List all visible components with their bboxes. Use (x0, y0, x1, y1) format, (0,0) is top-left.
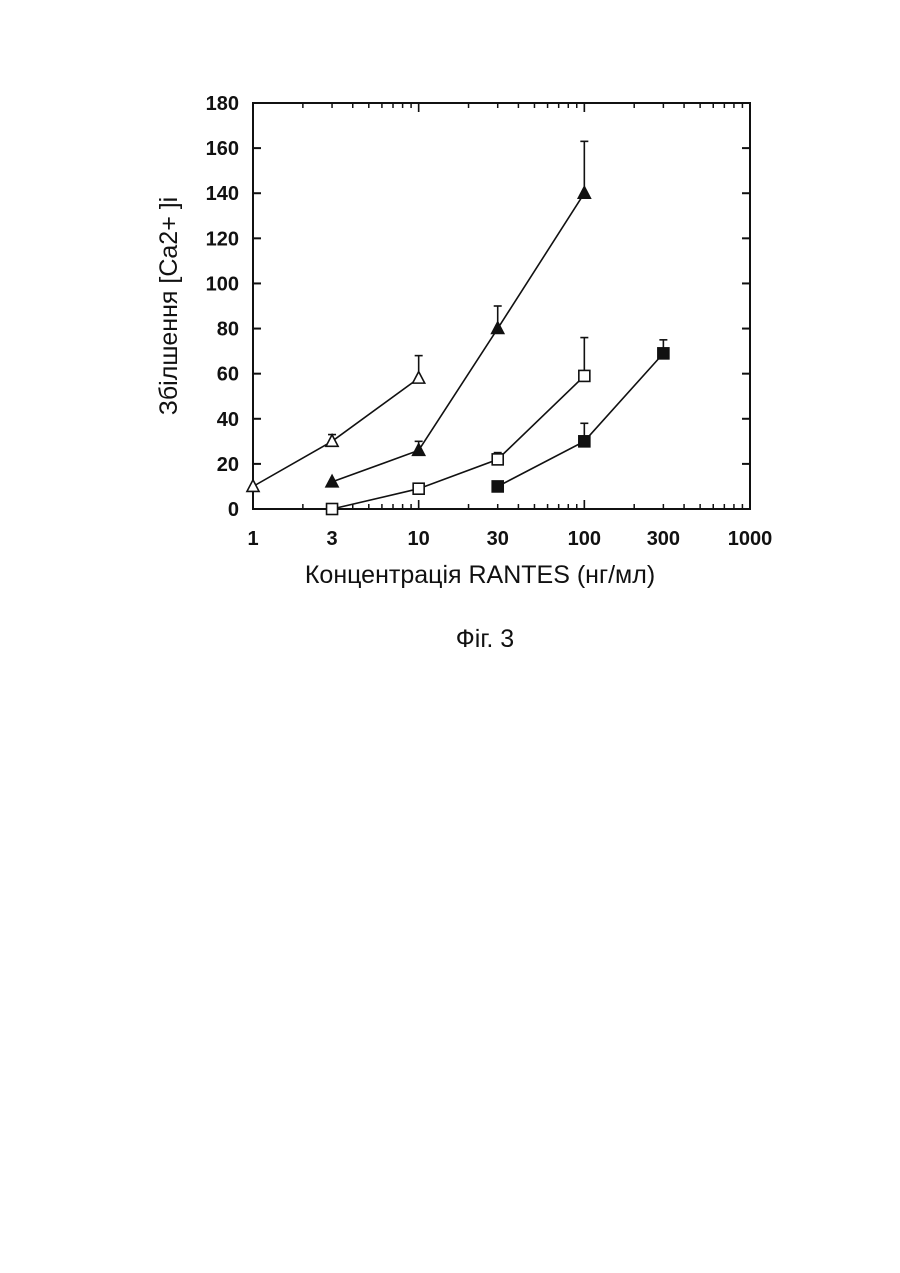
x-axis-title: Концентрація RANTES (нг/мл) (305, 561, 655, 589)
y-axis-title: Збілшення [Ca2+ ]i (155, 197, 183, 415)
x-tick-label: 10 (408, 528, 430, 550)
x-tick-label: 3 (326, 528, 337, 550)
y-tick-label: 20 (217, 454, 239, 476)
data-point (492, 481, 503, 492)
data-point (413, 483, 424, 494)
series-line (332, 193, 584, 482)
series-line (253, 378, 419, 486)
x-axis: 1 3 10 30 100 300 1000 (247, 103, 772, 550)
y-tick-label: 40 (217, 409, 239, 431)
y-tick-label: 0 (228, 499, 239, 521)
x-tick-label: 30 (487, 528, 509, 550)
x-tick-label: 1 (247, 528, 258, 550)
x-tick-label: 100 (568, 528, 601, 550)
y-tick-label: 120 (206, 228, 239, 250)
data-point (578, 187, 590, 199)
y-tick-label: 160 (206, 138, 239, 160)
data-point (326, 435, 338, 447)
y-tick-label: 80 (217, 319, 239, 341)
series-4 (492, 340, 669, 492)
data-point (492, 322, 504, 334)
series-1 (247, 356, 425, 492)
series-3 (327, 338, 590, 515)
chart: 0 20 40 60 80 100 120 140 160 180 1 3 10 30 100 300 100… (0, 0, 900, 700)
data-point (327, 504, 338, 515)
y-tick-label: 60 (217, 364, 239, 386)
figure-caption: Фіг. 3 (0, 625, 900, 654)
data-point (579, 436, 590, 447)
chart-svg: 0 20 40 60 80 100 120 140 160 180 1 3 10 30 100 300 100… (0, 0, 900, 700)
series-line (332, 376, 584, 509)
x-tick-label: 300 (647, 528, 680, 550)
y-axis: 0 20 40 60 80 100 120 140 160 180 (206, 93, 750, 521)
y-tick-label: 100 (206, 273, 239, 295)
y-tick-label: 140 (206, 183, 239, 205)
series-layer (247, 141, 669, 514)
data-point (413, 444, 425, 456)
data-point (413, 372, 425, 384)
y-tick-label: 180 (206, 93, 239, 115)
series-2 (326, 141, 590, 487)
data-point (579, 370, 590, 381)
x-tick-label: 1000 (728, 528, 773, 550)
data-point (658, 348, 669, 359)
data-point (492, 454, 503, 465)
data-point (247, 480, 259, 492)
